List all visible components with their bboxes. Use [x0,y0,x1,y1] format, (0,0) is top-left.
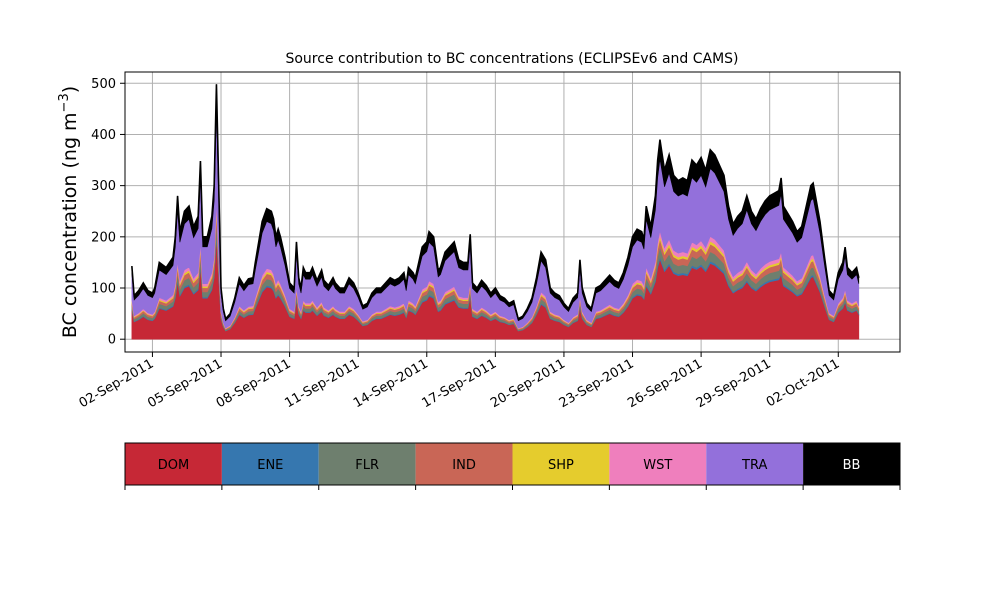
legend-label-flr: FLR [355,458,379,473]
legend-label-wst: WST [643,458,672,473]
legend-swatch-shp [512,443,610,485]
stacked-areas [131,84,860,340]
legend-label-ene: ENE [257,458,283,473]
y-tick-label: 400 [91,128,116,143]
legend-swatch-dom [125,443,222,485]
y-tick-label: 500 [91,77,116,92]
legend-swatch-wst [609,443,707,485]
plot-frame [124,71,901,353]
legend-swatch-bb [803,443,900,485]
y-axis-label: BC concentration (ng m−3) [57,86,81,338]
legend-swatch-ind [415,443,513,485]
legend-swatch-tra [706,443,804,485]
legend-swatch-ene [221,443,319,485]
legend-label-tra: TRA [741,458,767,473]
chart-title: Source contribution to BC concentrations… [285,51,738,67]
y-tick-label: 100 [91,282,116,297]
colorbar-legend: DOM ENE FLR IND SHP WST TRA BB [124,442,901,490]
total-outline [131,84,860,321]
legend-label-bb: BB [843,458,861,473]
legend-swatch-flr [318,443,416,485]
y-tick-label: 300 [91,179,116,194]
legend-label-ind: IND [452,458,476,473]
legend-label-dom: DOM [158,458,189,473]
y-tick-label: 0 [108,333,116,348]
legend-label-shp: SHP [548,458,574,473]
y-tick-label: 200 [91,230,116,245]
y-axis-label-exponent: −3 [57,93,72,112]
